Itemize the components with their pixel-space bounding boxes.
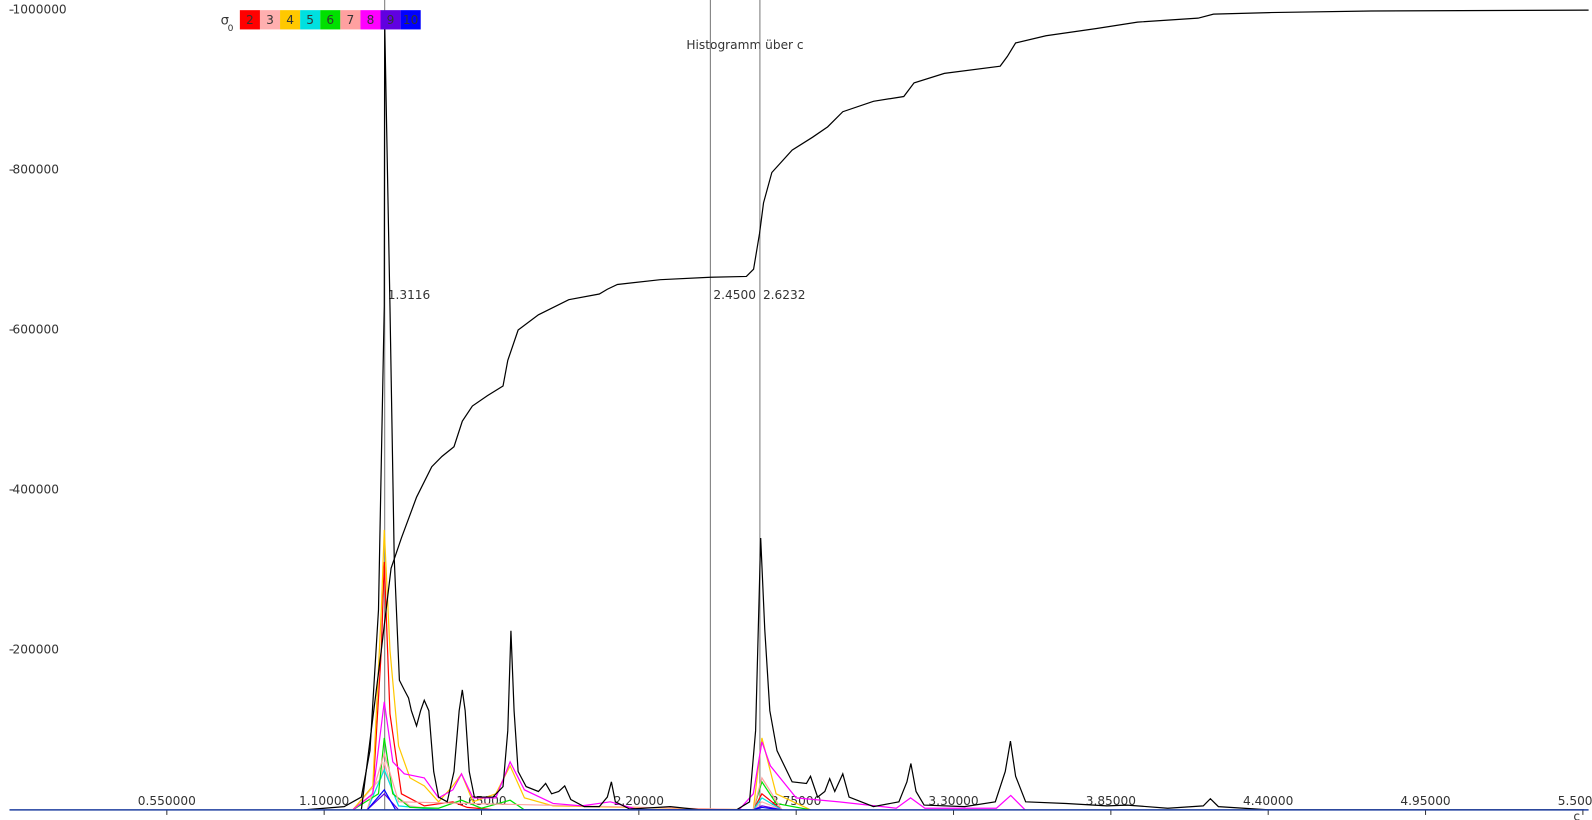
x-axis-label: c: [1573, 809, 1580, 820]
legend-label: 4: [286, 13, 294, 27]
x-tick-label: 1.10000: [299, 794, 349, 808]
cumulative-line: [360, 9, 1589, 810]
legend-label: 2: [246, 13, 254, 27]
legend-label: 9: [387, 13, 395, 27]
series-line: [366, 768, 783, 811]
legend-swatch: [239, 10, 260, 30]
x-tick-label: 5.50000: [1558, 794, 1592, 808]
y-tick-label: 600000: [13, 323, 59, 337]
legend-label: 10: [403, 13, 418, 27]
legend-label: 3: [266, 13, 274, 27]
legend-swatch: [300, 10, 321, 30]
legend-swatch: [400, 10, 421, 30]
legend-label: 6: [326, 13, 334, 27]
x-tick-label: 3.30000: [928, 794, 978, 808]
series-line: [352, 529, 811, 811]
y-tick-label: 400000: [13, 482, 59, 496]
legend-swatch: [320, 10, 341, 30]
legend-title: σ: [221, 13, 229, 28]
marker-label: 2.6232: [763, 288, 806, 302]
x-tick-label: 2.20000: [614, 794, 664, 808]
x-tick-label: 0.550000: [138, 794, 196, 808]
legend-title-sub: 0: [228, 24, 234, 34]
x-tick-label: 2.75000: [771, 794, 821, 808]
series-line: [352, 737, 811, 811]
marker-label: 2.4500: [713, 288, 756, 302]
legend-swatch: [380, 10, 401, 30]
histogram-line: [304, 22, 1585, 811]
series-line: [352, 561, 783, 811]
legend-label: 5: [306, 13, 314, 27]
legend-label: 8: [367, 13, 375, 27]
legend-swatch: [340, 10, 361, 30]
y-tick-label: 1000000: [13, 3, 67, 17]
legend-label: 7: [347, 13, 355, 27]
marker-label: 1.3116: [388, 288, 431, 302]
x-tick-label: 4.40000: [1243, 794, 1293, 808]
x-tick-label: 4.95000: [1400, 794, 1450, 808]
y-tick-label: 200000: [13, 642, 59, 656]
legend-swatch: [280, 10, 301, 30]
y-tick-label: 800000: [13, 163, 59, 177]
legend-swatch: [259, 10, 281, 30]
legend-swatch: [360, 10, 381, 30]
chart-title: Histogramm über c: [686, 38, 803, 52]
series-line: [352, 761, 783, 811]
series-line: [352, 701, 1026, 811]
